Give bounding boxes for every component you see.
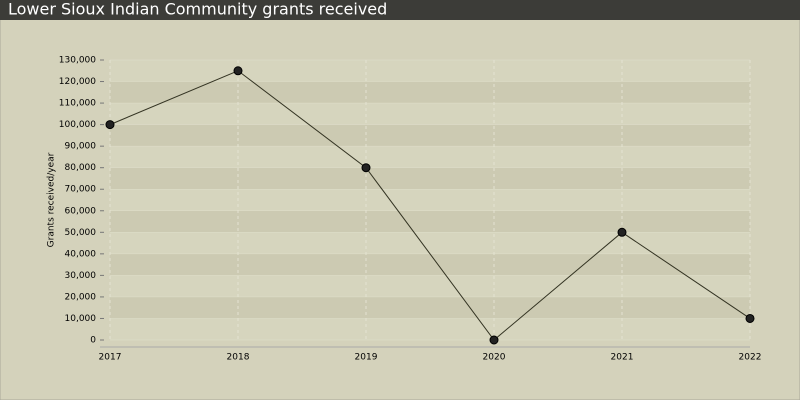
- grid-band: [110, 81, 750, 104]
- y-tick-label: 10,000: [65, 314, 97, 324]
- y-axis-label: Grants received/year: [47, 152, 57, 247]
- data-line: [109, 70, 751, 341]
- x-tick-label: 2019: [355, 353, 378, 363]
- y-tick-label: 30,000: [65, 271, 97, 281]
- y-tick-label: 50,000: [65, 228, 97, 238]
- title-bar: [0, 0, 800, 20]
- y-tick-label: 70,000: [65, 185, 97, 195]
- y-tick-label: 130,000: [59, 56, 96, 66]
- x-tick-label: 2017: [99, 353, 122, 363]
- chart-title: Lower Sioux Indian Community grants rece…: [8, 0, 387, 19]
- y-tick-label: 80,000: [65, 163, 97, 173]
- y-tick-label: 20,000: [65, 292, 97, 302]
- data-point: [361, 163, 371, 173]
- x-tick-label: 2021: [611, 353, 634, 363]
- data-point: [745, 313, 755, 323]
- y-tick-label: 60,000: [65, 206, 97, 216]
- grid-band: [110, 253, 750, 276]
- y-tick-label: 120,000: [59, 77, 96, 87]
- x-tick-label: 2018: [227, 353, 250, 363]
- x-tick-label: 2022: [739, 353, 762, 363]
- grid-band: [110, 124, 750, 147]
- plot-area: [110, 60, 750, 340]
- data-point: [617, 227, 627, 237]
- y-tick-label: 100,000: [59, 120, 96, 130]
- data-point: [489, 335, 499, 345]
- data-point: [233, 66, 243, 76]
- grid-band: [110, 210, 750, 233]
- y-tick-label: 0: [90, 336, 96, 346]
- y-tick-label: 110,000: [59, 99, 96, 109]
- grid-band: [110, 296, 750, 319]
- data-point: [105, 120, 115, 130]
- grid-band: [110, 167, 750, 190]
- y-tick-label: 90,000: [65, 142, 97, 152]
- x-tick-label: 2020: [483, 353, 506, 363]
- y-tick-label: 40,000: [65, 249, 97, 259]
